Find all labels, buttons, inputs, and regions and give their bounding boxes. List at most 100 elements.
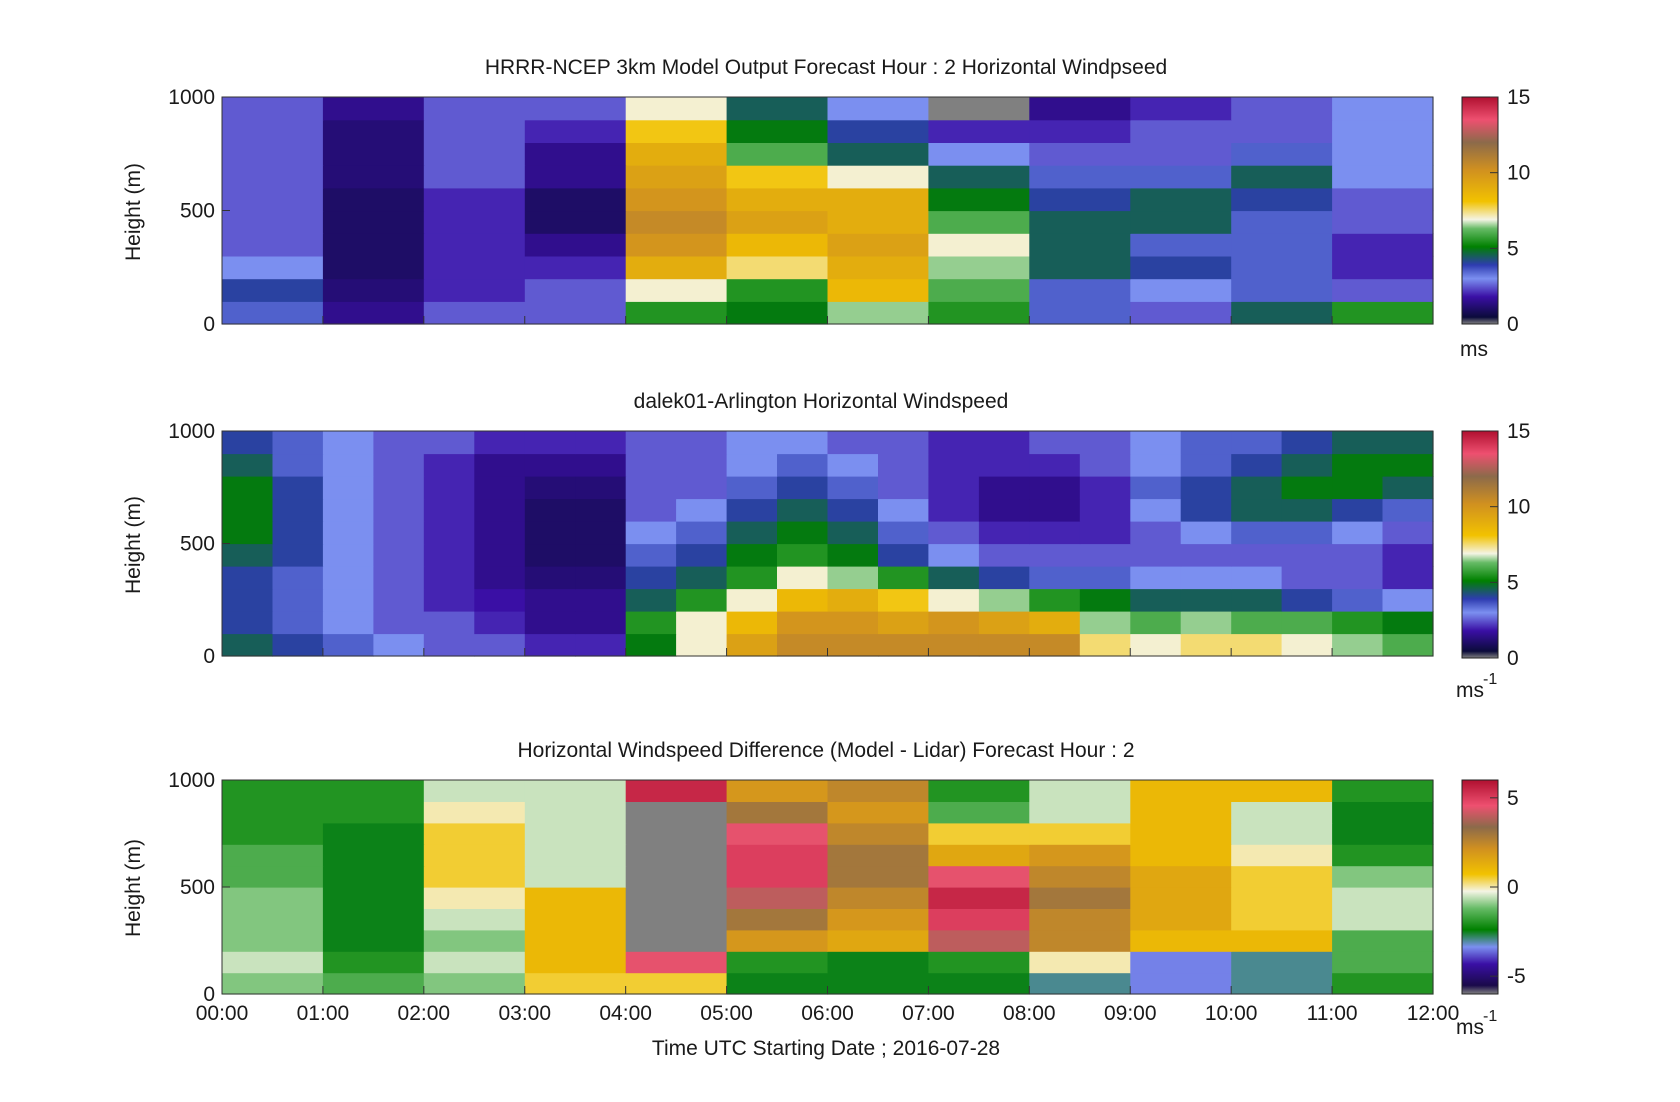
y-tick-label: 1000 (168, 769, 215, 792)
cell (1029, 865, 1131, 888)
colorbar-tick-label: 10 (1507, 162, 1530, 185)
cell (1382, 476, 1434, 500)
cell (1332, 233, 1434, 257)
colorbar-model-unit: ms (1460, 338, 1488, 361)
cell (1332, 611, 1384, 635)
cell (1130, 278, 1232, 302)
cell (423, 588, 475, 612)
cell (625, 476, 677, 500)
cell (1332, 476, 1384, 500)
cell (1079, 633, 1131, 657)
cell (827, 633, 879, 657)
cell (373, 543, 425, 567)
cell (1231, 97, 1333, 121)
y-tick-label: 1000 (168, 86, 215, 109)
cell (625, 498, 677, 522)
cell (222, 278, 324, 302)
cell (978, 521, 1030, 545)
cell (373, 453, 425, 477)
cell (726, 865, 829, 888)
panel-model-colorbar: 0 5 10 15 ms (1460, 86, 1530, 361)
cell (625, 521, 677, 545)
cell (625, 543, 677, 567)
cell (322, 951, 425, 974)
cell (978, 588, 1030, 612)
cell (272, 498, 324, 522)
cell (928, 165, 1030, 189)
cell (1231, 633, 1283, 657)
cell (1332, 97, 1434, 121)
cell (1130, 566, 1182, 590)
cell (827, 210, 929, 234)
cell (625, 972, 728, 995)
cell (1029, 887, 1131, 909)
cell (726, 972, 829, 995)
cell (1029, 210, 1131, 234)
panel-diff-xticklabels: 00:00 01:00 02:00 03:00 04:00 05:00 06:00 07:00… (196, 1002, 1460, 1025)
cell (373, 521, 425, 545)
x-tick-label: 07:00 (902, 1002, 955, 1025)
cell (322, 908, 425, 931)
cell (322, 822, 425, 845)
cell (322, 844, 425, 867)
cell (625, 255, 728, 280)
cell (222, 453, 274, 477)
cell (474, 476, 526, 500)
colorbar-tick-label: 5 (1507, 237, 1519, 260)
cell (1130, 431, 1182, 455)
cell (1029, 543, 1081, 567)
cell (1332, 187, 1434, 212)
cell (1231, 119, 1333, 143)
cell (322, 611, 374, 635)
cell (575, 431, 627, 455)
cell (777, 588, 829, 612)
cell (928, 142, 1030, 166)
cell (524, 822, 627, 845)
cell (322, 453, 374, 477)
cell (423, 476, 475, 500)
cell (272, 476, 324, 500)
cell (1281, 453, 1333, 477)
cell (1332, 633, 1384, 657)
cell (524, 633, 576, 657)
colorbar-tick-label: -5 (1507, 965, 1526, 988)
cell (1382, 566, 1434, 590)
cell (777, 498, 829, 522)
cell (524, 453, 576, 477)
colorbar-diff-unit-exponent: -1 (1483, 1008, 1497, 1025)
cell (222, 187, 324, 212)
cell (524, 119, 627, 143)
cell (575, 611, 627, 635)
cell (322, 301, 425, 325)
cell (1332, 165, 1434, 189)
colorbar-diff-unit: ms (1456, 1016, 1484, 1039)
cell (524, 476, 576, 500)
cell (524, 780, 627, 802)
cell (1029, 951, 1131, 974)
cell (1231, 588, 1283, 612)
cell (1332, 887, 1434, 909)
cell (1332, 929, 1434, 952)
cell (222, 543, 274, 567)
cell (222, 97, 324, 121)
cell (928, 588, 980, 612)
cell (1231, 255, 1333, 280)
cell (1231, 543, 1283, 567)
cell (272, 431, 324, 455)
cell (1079, 453, 1131, 477)
cell (1382, 633, 1434, 657)
cell (928, 210, 1030, 234)
cell (1029, 611, 1081, 635)
cell (625, 822, 728, 845)
cell (676, 543, 728, 567)
cell (1029, 187, 1131, 212)
cell (777, 521, 829, 545)
cell (625, 233, 728, 257)
cell (322, 929, 425, 952)
y-tick-label: 500 (180, 876, 215, 899)
cell (423, 844, 526, 867)
cell (423, 566, 475, 590)
cell (1231, 929, 1333, 952)
cell (423, 822, 526, 845)
cell (726, 633, 778, 657)
